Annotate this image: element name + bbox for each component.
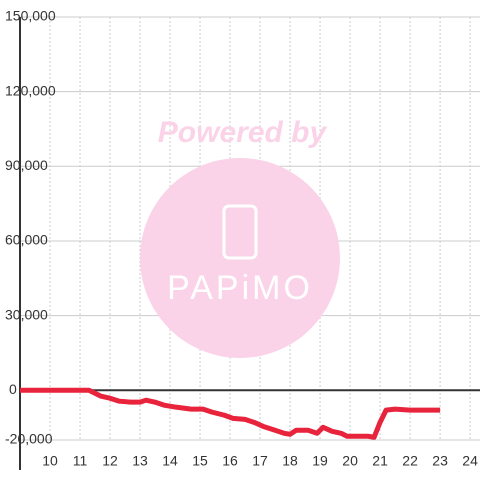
x-tick-label: 20 bbox=[342, 453, 358, 469]
y-tick-label: 90,000 bbox=[5, 157, 48, 173]
x-tick-label: 14 bbox=[162, 453, 178, 469]
watermark-phone bbox=[222, 204, 258, 260]
x-tick-label: 23 bbox=[432, 453, 448, 469]
x-tick-label: 10 bbox=[42, 453, 58, 469]
x-tick-label: 19 bbox=[312, 453, 328, 469]
x-tick-label: 15 bbox=[192, 453, 208, 469]
x-tick-label: 21 bbox=[372, 453, 388, 469]
y-tick-label: 30,000 bbox=[5, 306, 48, 322]
x-tick-label: 22 bbox=[402, 453, 418, 469]
x-tick-label: 17 bbox=[252, 453, 268, 469]
y-tick-label: 60,000 bbox=[5, 232, 48, 248]
x-tick-label: 18 bbox=[282, 453, 298, 469]
watermark: Powered by PAPiMO bbox=[140, 116, 340, 358]
x-tick-label: 11 bbox=[73, 453, 88, 469]
y-tick-label: -20,000 bbox=[5, 431, 53, 447]
x-tick-label: 13 bbox=[132, 453, 148, 469]
watermark-text: Powered by bbox=[158, 116, 328, 149]
watermark-logo: PAPiMO bbox=[167, 269, 313, 307]
x-tick-label: 16 bbox=[222, 453, 238, 469]
y-tick-label: 0 bbox=[9, 381, 17, 397]
y-tick-label: 150,000 bbox=[5, 8, 56, 24]
y-tick-label: 120,000 bbox=[5, 82, 56, 98]
x-tick-label: 24 bbox=[462, 453, 478, 469]
x-tick-label: 12 bbox=[102, 453, 118, 469]
line-series bbox=[20, 387, 441, 440]
